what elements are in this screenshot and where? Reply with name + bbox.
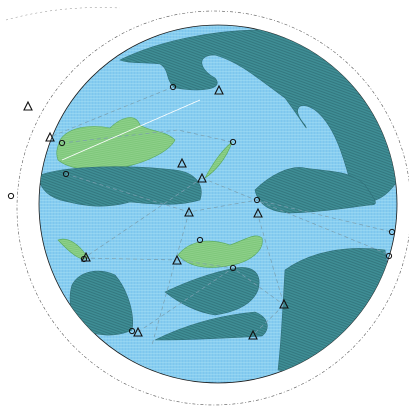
rock-central-west bbox=[39, 166, 202, 207]
waypoint-marker[interactable] bbox=[184, 206, 194, 217]
node-marker[interactable] bbox=[62, 170, 70, 178]
route-network bbox=[49, 86, 393, 346]
waypoints[interactable] bbox=[23, 84, 289, 340]
node-marker[interactable] bbox=[7, 192, 15, 200]
node-marker[interactable] bbox=[253, 196, 261, 204]
grass-south bbox=[177, 235, 263, 268]
rock-south-strip bbox=[154, 311, 268, 341]
waypoint-marker[interactable] bbox=[23, 100, 33, 111]
node-marker[interactable] bbox=[385, 252, 393, 260]
landmasses bbox=[39, 29, 397, 372]
nodes[interactable] bbox=[7, 83, 396, 335]
node-marker[interactable] bbox=[229, 138, 237, 146]
orbit-ring bbox=[16, 10, 409, 406]
node-marker[interactable] bbox=[229, 264, 237, 272]
waypoint-marker[interactable] bbox=[45, 131, 55, 142]
waypoint-marker[interactable] bbox=[248, 329, 258, 340]
orbit-arc-top-left bbox=[5, 7, 121, 21]
rock-south-middle bbox=[164, 267, 260, 316]
node-marker[interactable] bbox=[58, 139, 66, 147]
grass-west bbox=[56, 117, 176, 171]
node-marker[interactable] bbox=[196, 236, 204, 244]
node-marker[interactable] bbox=[169, 83, 177, 91]
node-marker[interactable] bbox=[80, 255, 88, 263]
sea-lane bbox=[61, 99, 201, 161]
waypoint-marker[interactable] bbox=[177, 157, 187, 168]
waypoint-marker[interactable] bbox=[279, 298, 289, 309]
node-marker[interactable] bbox=[128, 327, 136, 335]
waypoint-marker[interactable] bbox=[214, 84, 224, 95]
waypoint-marker[interactable] bbox=[133, 326, 143, 337]
grass-sliver bbox=[204, 141, 233, 179]
rock-southeast bbox=[277, 248, 393, 372]
node-marker[interactable] bbox=[388, 228, 396, 236]
globe bbox=[38, 24, 398, 384]
waypoint-marker[interactable] bbox=[253, 207, 263, 218]
waypoint-marker[interactable] bbox=[172, 254, 182, 265]
waypoint-marker[interactable] bbox=[197, 172, 207, 183]
